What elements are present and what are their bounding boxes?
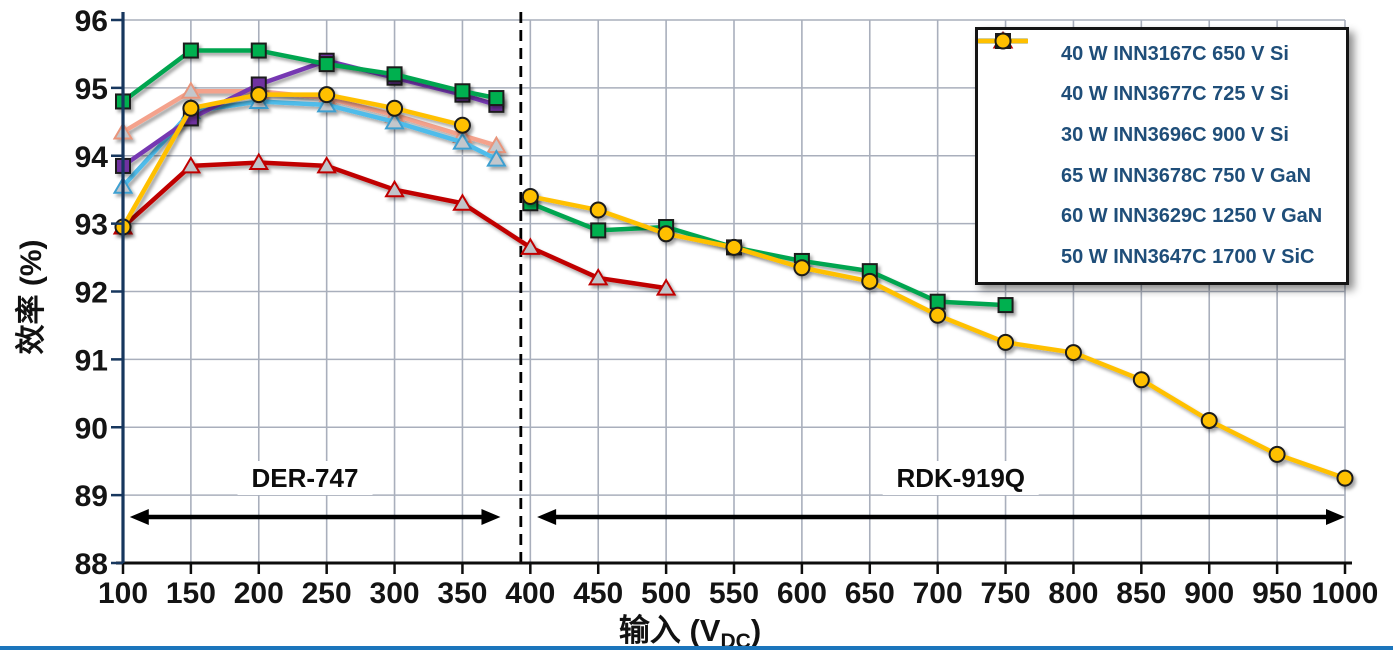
legend: 40 W INN3167C 650 V Si 40 W INN3677C 725… [975, 27, 1349, 285]
series-4 [115, 42, 1014, 314]
x-tick-label: 200 [234, 577, 284, 610]
region-arrow-0 [129, 509, 501, 525]
legend-swatch-icon [978, 31, 1058, 106]
y-tick-label: 92 [75, 277, 108, 310]
x-tick-label: 350 [437, 577, 487, 610]
x-title-post: ) [750, 613, 762, 648]
legend-label: 30 W INN3696C 900 V Si [1061, 124, 1289, 147]
legend-item-4: 60 W INN3629C 1250 V GaN [978, 33, 1346, 229]
legend-swatch-icon [978, 33, 1058, 228]
y-tick-label: 96 [75, 5, 108, 38]
x-tick-label: 950 [1252, 577, 1302, 610]
x-tick-label: 800 [1048, 577, 1098, 610]
legend-item-5: 50 W INN3647C 1700 V SiC [978, 32, 1346, 270]
legend-item-0: 40 W INN3167C 650 V Si [978, 31, 1346, 66]
legend-label: 65 W INN3678C 750 V GaN [1061, 164, 1312, 187]
x-tick-label: 100 [98, 577, 148, 610]
x-tick-label: 850 [1116, 577, 1166, 610]
region-arrow-1 [537, 509, 1345, 525]
annotations [129, 12, 1345, 563]
series-line-1 [120, 99, 499, 189]
x-tick-label: 500 [641, 577, 691, 610]
legend-label: 60 W INN3629C 1250 V GaN [1061, 205, 1323, 228]
x-title-pre: 输入 (V [618, 613, 721, 648]
region-label-der747: DER-747 [237, 461, 373, 495]
legend-swatch-icon [978, 32, 1058, 269]
x-tick-label: 600 [777, 577, 827, 610]
x-tick-label: 150 [166, 577, 216, 610]
x-tick-label: 900 [1184, 577, 1234, 610]
x-tick-label: 400 [505, 577, 555, 610]
region-label-rdk919q: RDK-919Q [882, 461, 1040, 495]
x-tick-label: 700 [913, 577, 963, 610]
y-axis-title: 效率 (%) [15, 239, 48, 355]
x-tick-label: 1000 [1312, 577, 1379, 610]
series-line-4 [528, 201, 1008, 308]
y-tick-label: 90 [75, 412, 108, 445]
data-series [112, 42, 1354, 487]
legend-label: 40 W INN3167C 650 V Si [1061, 42, 1289, 65]
y-tick-label: 94 [75, 141, 109, 174]
legend-swatch-icon [978, 31, 1058, 147]
footer-divider-line [0, 646, 1393, 650]
legend-item-2: 30 W INN3696C 900 V Si [978, 31, 1346, 148]
legend-item-3: 65 W INN3678C 750 V GaN [978, 33, 1346, 188]
legend-label: 50 W INN3647C 1700 V SiC [1061, 246, 1315, 269]
x-tick-label: 650 [845, 577, 895, 610]
x-tick-label: 750 [981, 577, 1031, 610]
series-5 [114, 86, 1354, 487]
axes: 100 150 200 250 300 350 400 450 500 550 600 650 700 7… [75, 5, 1379, 610]
y-tick-label: 88 [75, 548, 108, 581]
series-line-3 [120, 58, 499, 169]
y-tick-label: 95 [75, 73, 108, 106]
legend-swatch-icon [978, 33, 1058, 187]
x-tick-label: 300 [370, 577, 420, 610]
y-tick-label: 93 [75, 209, 108, 242]
x-tick-label: 250 [302, 577, 352, 610]
legend-label: 40 W INN3677C 725 V Si [1061, 83, 1289, 106]
y-tick-label: 89 [75, 480, 108, 513]
x-tick-label: 550 [709, 577, 759, 610]
legend-item-1: 40 W INN3677C 725 V Si [978, 31, 1346, 107]
x-tick-label: 450 [573, 577, 623, 610]
y-tick-label: 91 [75, 344, 108, 377]
series-line-5 [120, 92, 465, 230]
